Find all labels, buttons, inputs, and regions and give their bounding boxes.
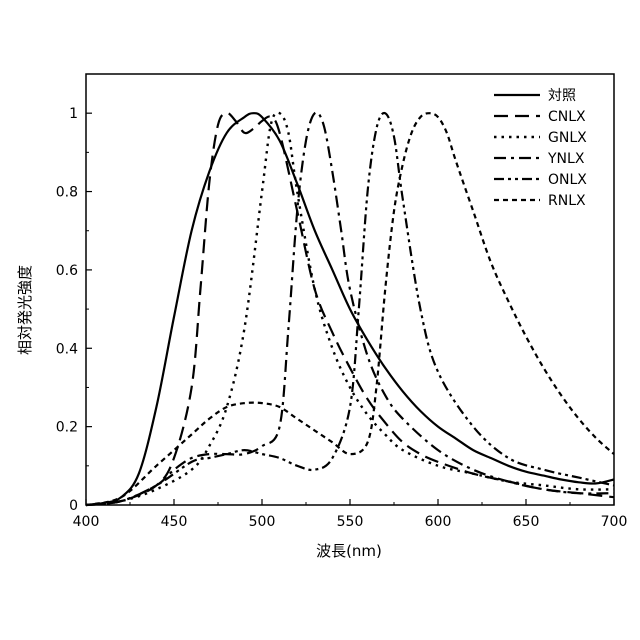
legend-label: RNLX [548, 193, 586, 209]
legend: 対照 CNLX GNLX YNLX ONLX RNLX [494, 88, 587, 209]
legend-label: YNLX [547, 151, 585, 167]
x-tick-label: 700 [601, 514, 628, 530]
axes: 400 450 500 550 600 650 700 0 0.2 0.4 0.6 0.8 1 [56, 74, 628, 530]
x-tick-label: 450 [161, 514, 188, 530]
y-tick-label: 0.6 [56, 263, 78, 279]
x-tick-label: 550 [337, 514, 364, 530]
x-axis-title: 波長(nm) [316, 542, 382, 560]
legend-label: GNLX [548, 130, 587, 146]
x-tick-label: 400 [73, 514, 100, 530]
series-layer [86, 112, 614, 505]
x-tick-label: 600 [425, 514, 452, 530]
legend-label: ONLX [548, 172, 587, 188]
y-tick-label: 0.4 [56, 341, 78, 357]
legend-label: CNLX [548, 109, 586, 125]
y-tick-label: 0 [69, 498, 78, 514]
y-tick-label: 0.8 [56, 185, 78, 201]
legend-label: 対照 [548, 88, 576, 104]
y-axis-title: 相対発光強度 [16, 265, 34, 355]
x-tick-label: 650 [513, 514, 540, 530]
series-line-対照 [86, 113, 614, 505]
y-tick-label: 0.2 [56, 420, 78, 436]
y-tick-label: 1 [69, 106, 78, 122]
spectrum-chart: 400 450 500 550 600 650 700 0 0.2 0.4 0.6 0.8 1 対照 CN… [0, 0, 640, 640]
x-tick-label: 500 [249, 514, 276, 530]
